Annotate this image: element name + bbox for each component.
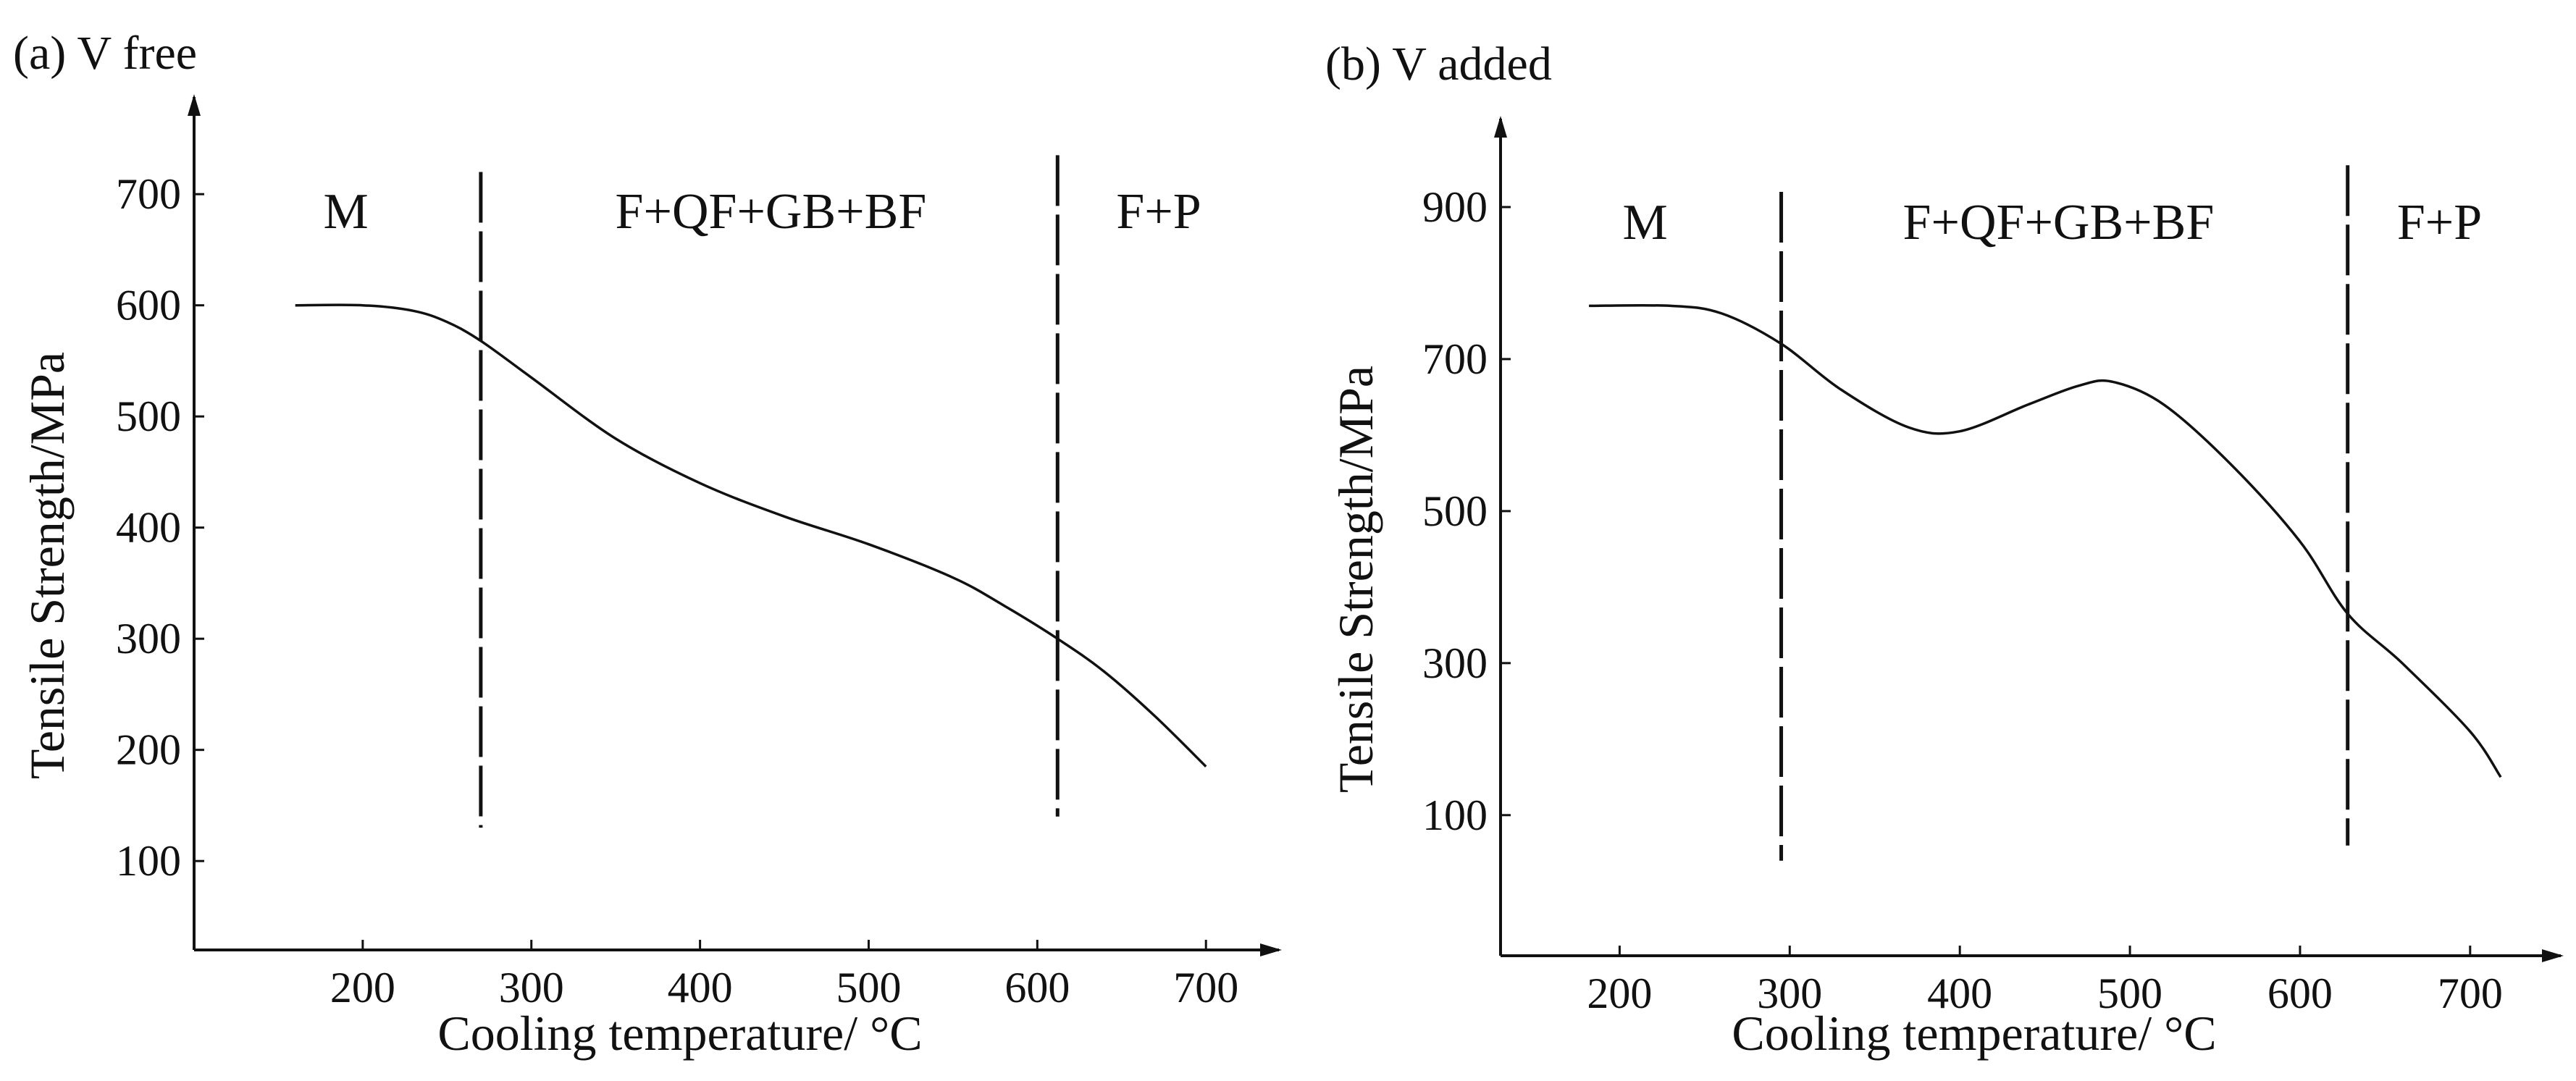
tensile-strength-line-1: [295, 303, 1207, 767]
x-axis-arrow: [2542, 949, 2564, 962]
tensile-strength-line-1: [1589, 303, 2502, 778]
region-label: M: [323, 184, 368, 240]
x-tick-label: 500: [836, 964, 901, 1011]
x-tick-label: 200: [1587, 969, 1652, 1017]
y-axis-title: Tensile Strength/MPa: [20, 352, 75, 779]
x-tick-label: 600: [2267, 969, 2333, 1017]
y-tick-label: 600: [116, 282, 181, 329]
x-tick-label: 700: [2438, 969, 2503, 1017]
y-tick-label: 100: [116, 837, 181, 885]
y-tick-label: 200: [116, 726, 181, 774]
y-tick-label: 300: [1422, 639, 1488, 687]
region-label: F+P: [1116, 184, 1201, 240]
y-axis-title: Tensile Strength/MPa: [1328, 366, 1383, 793]
x-tick-label: 400: [1927, 969, 1992, 1017]
chart-panel-2: (b) V added 200 300 400 500 600 700 100 300 500 70…: [1325, 38, 2564, 1061]
x-tick-label: 300: [499, 964, 564, 1011]
x-tick-label: 400: [668, 964, 733, 1011]
x-tick-label: 200: [330, 964, 395, 1011]
y-tick-label: 100: [1422, 791, 1488, 839]
region-label: F+QF+GB+BF: [616, 184, 927, 240]
region-label: F+P: [2397, 195, 2482, 251]
y-tick-label: 700: [1422, 335, 1488, 383]
y-axis-arrow: [1494, 116, 1507, 138]
x-axis-arrow: [1260, 943, 1282, 956]
region-label: M: [1623, 195, 1668, 251]
x-axis-title: Cooling temperature/ °C: [1732, 1006, 2216, 1061]
x-tick-label: 500: [2097, 969, 2162, 1017]
y-tick-label: 500: [1422, 487, 1488, 535]
x-axis-title: Cooling temperature/ °C: [437, 1006, 922, 1061]
panel-title: (a) V free: [13, 27, 197, 80]
region-label: F+QF+GB+BF: [1903, 195, 2215, 251]
y-axis-arrow: [188, 94, 201, 116]
y-tick-label: 400: [116, 504, 181, 552]
x-tick-label: 300: [1757, 969, 1822, 1017]
x-tick-label: 700: [1173, 964, 1238, 1011]
panel-title: (b) V added: [1325, 38, 1552, 91]
y-tick-label: 700: [116, 170, 181, 218]
y-tick-label: 900: [1422, 183, 1488, 231]
y-tick-label: 300: [116, 615, 181, 663]
chart-panel-1: (a) V free 200 300 400 500 600 700 100 200 300 400…: [13, 27, 1282, 1061]
x-tick-label: 600: [1004, 964, 1070, 1011]
y-tick-label: 500: [116, 392, 181, 440]
